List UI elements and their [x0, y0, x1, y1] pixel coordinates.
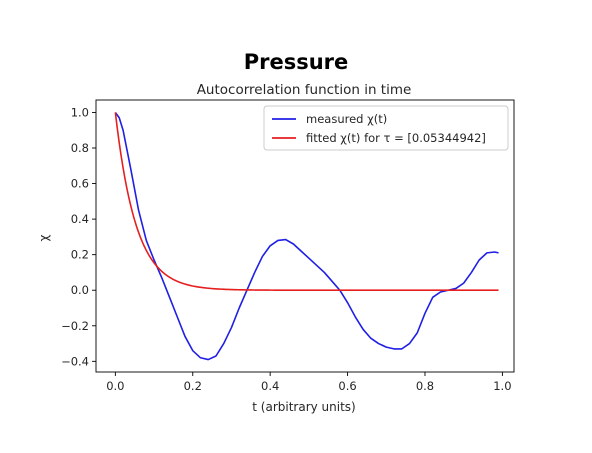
- y-tick-label: 0.8: [71, 141, 89, 155]
- legend-entry-label: measured χ(t): [306, 112, 387, 126]
- x-tick-label: 0.4: [261, 379, 279, 393]
- x-tick-label: 0.2: [184, 379, 202, 393]
- y-tick-label: 0.4: [71, 212, 89, 226]
- y-tick-label: 0.0: [71, 283, 89, 297]
- legend: measured χ(t) fitted χ(t) for τ = [0.0534…: [263, 105, 509, 151]
- x-axis-label: t (arbitrary units): [252, 400, 355, 414]
- y-tick-label: 0.2: [71, 248, 89, 262]
- x-tick-label: 0.6: [338, 379, 356, 393]
- legend-box: [263, 105, 509, 151]
- y-axis-label: χ: [37, 234, 51, 241]
- page-title: Pressure: [243, 50, 349, 74]
- series-line-fitted: [114, 112, 499, 292]
- y-tick-label: −0.2: [61, 319, 89, 333]
- legend-entry-label: fitted χ(t) for τ = [0.05344942]: [306, 131, 486, 145]
- series-layer: [114, 111, 499, 361]
- x-tick-label: 1.0: [493, 379, 511, 393]
- chart-title: Autocorrelation function in time: [197, 82, 412, 98]
- x-tick-label: 0.8: [416, 379, 434, 393]
- y-tick-label: 0.6: [71, 177, 89, 191]
- axes-frame: [95, 99, 515, 373]
- x-tick-label: 0.0: [106, 379, 124, 393]
- y-tick-label: 1.0: [71, 105, 89, 119]
- y-tick-label: −0.4: [61, 354, 89, 368]
- series-line-measured: [114, 111, 499, 361]
- axes-layer: 0.0 0.2 0.4 0.6 0.8 1.0 1.0 0.8 0.6 0.4 0.2 0.0 −0.2…: [61, 99, 515, 393]
